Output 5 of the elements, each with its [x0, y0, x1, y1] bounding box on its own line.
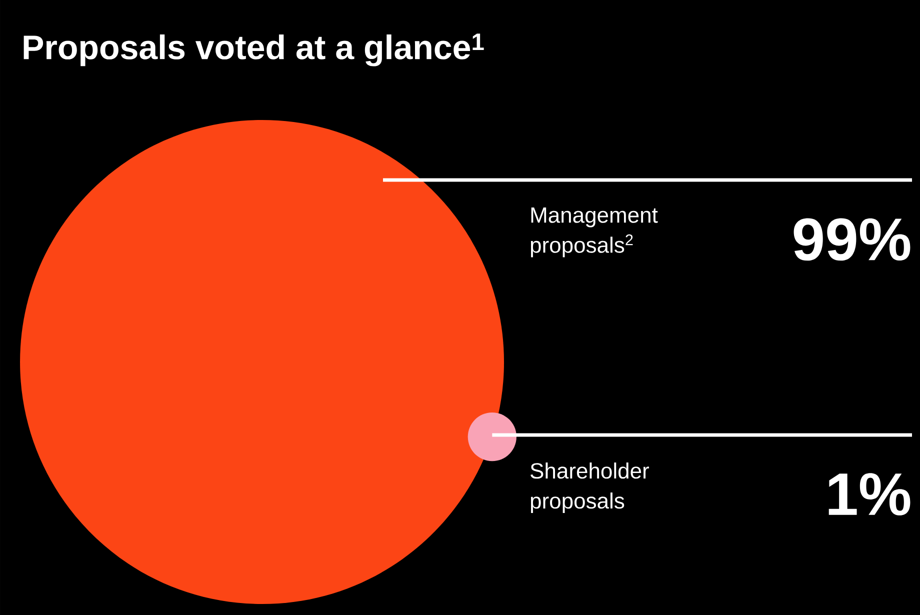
text: Proposals voted at a glance$^{1}$ [24, 34, 484, 66]
data-label: 1% [828, 473, 910, 516]
category-label: Management proposals$^{2}$ [530, 208, 658, 258]
category-label: Shareholder proposals [530, 462, 650, 514]
data-label: 99% [794, 218, 910, 261]
